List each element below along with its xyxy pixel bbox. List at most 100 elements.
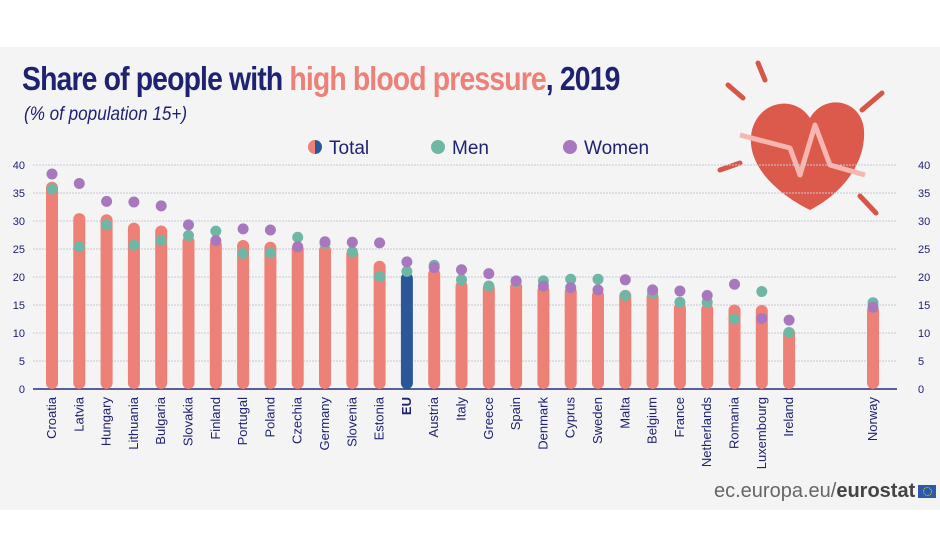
title-highlight: high blood pressure bbox=[289, 60, 546, 97]
x-tick-label: Romania bbox=[727, 396, 742, 449]
heart-illustration-icon bbox=[717, 60, 885, 216]
point-women-malta bbox=[619, 274, 631, 286]
x-tick-label: Croatia bbox=[44, 396, 59, 439]
point-women-austria bbox=[428, 261, 440, 273]
bar-total-bulgaria bbox=[155, 225, 168, 389]
legend-eu-icon bbox=[315, 140, 322, 154]
bar-total-portugal bbox=[237, 240, 250, 389]
chart-title: Share of people with high blood pressure… bbox=[22, 60, 620, 98]
y-tick-label-left: 20 bbox=[13, 272, 25, 284]
y-tick-label-right: 5 bbox=[918, 356, 924, 368]
point-women-netherlands bbox=[701, 289, 713, 301]
point-women-sweden bbox=[592, 284, 604, 296]
point-men-romania bbox=[729, 313, 740, 325]
x-tick-label: EU bbox=[399, 397, 414, 415]
y-tick-label-right: 30 bbox=[918, 216, 930, 228]
title-year: , 2019 bbox=[545, 60, 621, 97]
bar-total-estonia bbox=[373, 260, 386, 389]
point-women-czechia bbox=[292, 241, 304, 253]
point-men-eu bbox=[401, 265, 413, 277]
title-text: Share of people with bbox=[22, 60, 290, 97]
x-tick-label: Spain bbox=[508, 397, 523, 430]
bar-total-latvia bbox=[73, 213, 86, 389]
point-women-greece bbox=[483, 268, 495, 280]
y-tick-label-right: 25 bbox=[918, 244, 930, 256]
x-tick-label: Ireland bbox=[781, 397, 796, 437]
y-tick-label-left: 15 bbox=[13, 300, 25, 312]
bar-total-belgium bbox=[646, 291, 659, 389]
bar-total-slovenia bbox=[346, 248, 359, 389]
point-men-croatia bbox=[46, 183, 58, 195]
bar-total-croatia bbox=[46, 181, 58, 389]
point-women-norway bbox=[867, 301, 879, 313]
x-tick-label: Lithuania bbox=[126, 396, 141, 450]
y-tick-label-left: 10 bbox=[13, 328, 25, 340]
point-men-lithuania bbox=[128, 239, 140, 251]
point-women-estonia bbox=[374, 237, 386, 249]
bar-total-denmark bbox=[537, 284, 550, 389]
x-tick-label: Malta bbox=[617, 396, 632, 429]
x-tick-label: Netherlands bbox=[699, 397, 714, 468]
point-women-luxembourg bbox=[756, 312, 768, 324]
bar-total-france bbox=[673, 302, 686, 389]
point-women-latvia bbox=[73, 177, 85, 189]
point-men-sweden bbox=[592, 273, 604, 285]
point-women-hungary bbox=[101, 195, 113, 207]
point-women-cyprus bbox=[565, 282, 577, 294]
bar-total-romania bbox=[728, 304, 741, 389]
legend-women-icon bbox=[563, 140, 577, 154]
y-tick-label-right: 0 bbox=[918, 384, 924, 396]
point-women-lithuania bbox=[128, 196, 140, 208]
x-tick-label: Estonia bbox=[372, 396, 387, 440]
x-tick-label: Sweden bbox=[590, 397, 605, 444]
point-women-portugal bbox=[237, 223, 249, 235]
y-tick-label-left: 5 bbox=[19, 356, 25, 368]
bar-total-germany bbox=[319, 244, 331, 389]
point-men-italy bbox=[456, 274, 467, 286]
point-women-france bbox=[674, 285, 686, 297]
point-men-malta bbox=[619, 289, 631, 301]
eu-flag-icon bbox=[918, 485, 937, 498]
x-tick-label: Finland bbox=[208, 397, 223, 440]
legend-total-icon bbox=[308, 140, 315, 154]
x-tick-label: Czechia bbox=[290, 396, 305, 444]
legend-label: Total bbox=[329, 138, 369, 159]
chart-legend: Total Men Women bbox=[308, 138, 649, 159]
point-women-germany bbox=[319, 236, 331, 248]
point-women-eu bbox=[401, 256, 413, 268]
x-tick-label: Portugal bbox=[235, 397, 250, 446]
x-tick-label: Austria bbox=[426, 396, 441, 437]
point-men-bulgaria bbox=[155, 235, 167, 247]
point-women-ireland bbox=[783, 314, 795, 326]
point-men-hungary bbox=[101, 219, 113, 231]
bar-total-hungary bbox=[100, 214, 113, 389]
y-tick-label-left: 0 bbox=[19, 384, 25, 396]
point-women-romania bbox=[729, 278, 740, 290]
x-tick-label: Norway bbox=[865, 397, 880, 442]
x-tick-label: Bulgaria bbox=[153, 396, 168, 444]
y-tick-label-right: 35 bbox=[918, 188, 930, 200]
legend-label: Women bbox=[584, 138, 649, 159]
legend-men-icon bbox=[431, 140, 445, 154]
point-men-latvia bbox=[73, 241, 85, 253]
point-women-slovenia bbox=[346, 236, 358, 248]
point-women-slovakia bbox=[183, 219, 194, 231]
y-tick-label-right: 10 bbox=[918, 328, 930, 340]
point-men-greece bbox=[483, 280, 495, 292]
bar-total-cyprus bbox=[564, 285, 577, 389]
x-tick-label: Belgium bbox=[645, 397, 660, 444]
y-tick-label-left: 25 bbox=[13, 244, 25, 256]
point-women-poland bbox=[264, 224, 276, 236]
y-tick-label-left: 35 bbox=[13, 188, 25, 200]
bar-total-slovakia bbox=[182, 235, 195, 389]
point-men-france bbox=[674, 296, 686, 308]
bar-total-luxembourg bbox=[755, 305, 768, 389]
point-men-estonia bbox=[374, 270, 386, 282]
point-men-cyprus bbox=[565, 273, 577, 285]
point-women-italy bbox=[456, 264, 467, 276]
point-women-belgium bbox=[647, 284, 659, 296]
x-tick-label: Hungary bbox=[99, 397, 114, 447]
bar-total-finland bbox=[209, 238, 222, 389]
bar-total-poland bbox=[264, 241, 277, 389]
source-footer[interactable]: ec.europa.eu/eurostat bbox=[714, 480, 937, 503]
